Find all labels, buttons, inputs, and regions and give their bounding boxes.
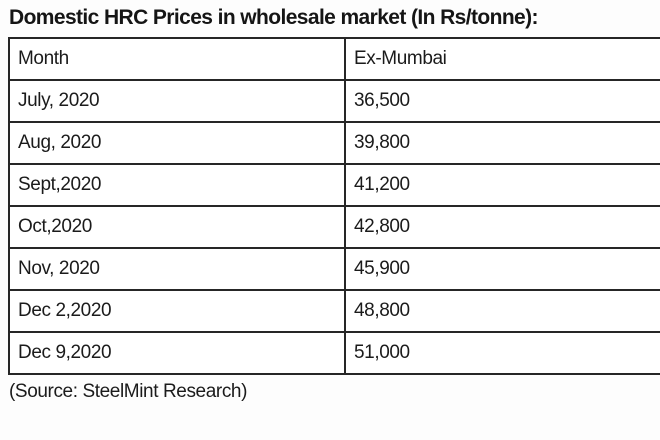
table-row: July, 2020 36,500 <box>8 79 660 123</box>
column-header-ex-mumbai: Ex-Mumbai <box>344 37 660 81</box>
header-row: Month Ex-Mumbai <box>8 37 660 81</box>
price-cell: 51,000 <box>344 331 660 375</box>
month-cell: Nov, 2020 <box>8 247 346 291</box>
month-cell: Oct,2020 <box>8 205 346 249</box>
month-cell: Dec 2,2020 <box>8 289 346 333</box>
price-cell: 36,500 <box>344 79 660 123</box>
table-row: Nov, 2020 45,900 <box>8 247 660 291</box>
table-body: July, 2020 36,500 Aug, 2020 39,800 Sept,… <box>8 79 660 375</box>
price-cell: 45,900 <box>344 247 660 291</box>
month-cell: Dec 9,2020 <box>8 331 346 375</box>
table-row: Oct,2020 42,800 <box>8 205 660 249</box>
price-cell: 42,800 <box>344 205 660 249</box>
table-row: Dec 9,2020 51,000 <box>8 331 660 375</box>
column-header-month: Month <box>8 37 346 81</box>
price-cell: 48,800 <box>344 289 660 333</box>
hrc-price-table: Month Ex-Mumbai July, 2020 36,500 Aug, 2… <box>8 37 660 375</box>
price-cell: 41,200 <box>344 163 660 207</box>
month-cell: July, 2020 <box>8 79 346 123</box>
table-row: Sept,2020 41,200 <box>8 163 660 207</box>
table-header: Month Ex-Mumbai <box>8 37 660 81</box>
month-cell: Aug, 2020 <box>8 121 346 165</box>
table-row: Dec 2,2020 48,800 <box>8 289 660 333</box>
price-cell: 39,800 <box>344 121 660 165</box>
source-credit: (Source: SteelMint Research) <box>9 381 248 402</box>
page-title: Domestic HRC Prices in wholesale market … <box>9 6 539 29</box>
table-row: Aug, 2020 39,800 <box>8 121 660 165</box>
month-cell: Sept,2020 <box>8 163 346 207</box>
